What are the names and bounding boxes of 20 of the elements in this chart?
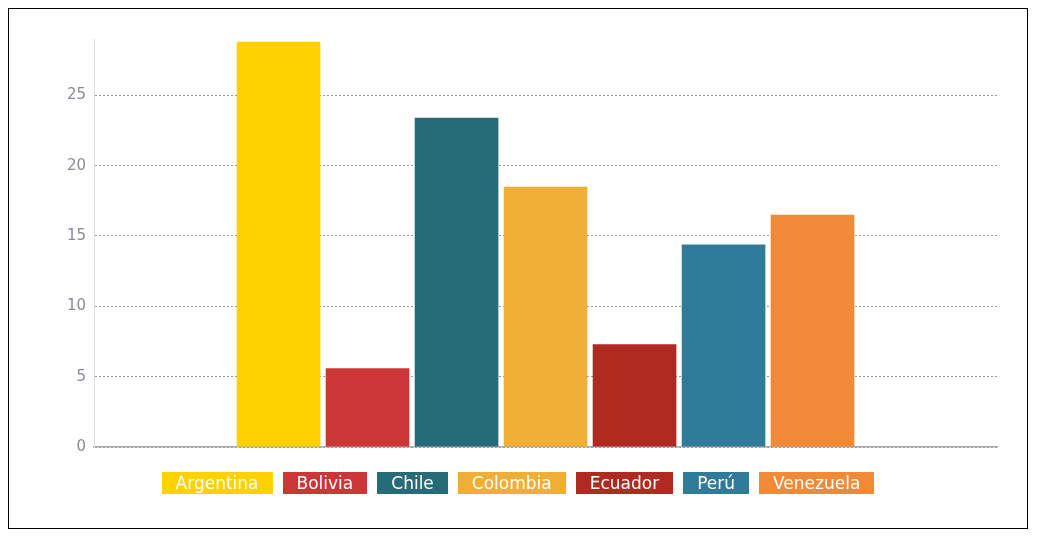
- legend-label: Chile: [391, 472, 448, 494]
- y-tick-label: 5: [76, 366, 87, 385]
- legend-label: Perú: [697, 472, 750, 494]
- bar: [414, 117, 499, 447]
- bar: [325, 368, 410, 447]
- y-tick-label: 15: [66, 225, 87, 244]
- y-tick-label: 0: [76, 436, 87, 455]
- bar: [503, 186, 588, 447]
- bar: [592, 344, 677, 447]
- bar: [681, 244, 766, 447]
- legend-label: Ecuador: [589, 472, 674, 494]
- legend-label: Bolivia: [296, 472, 368, 494]
- y-tick-label: 25: [66, 85, 87, 104]
- y-tick-label: 20: [66, 155, 87, 174]
- legend-label: Argentina: [175, 472, 273, 494]
- y-tick-label: 10: [66, 296, 87, 315]
- bar: [770, 214, 855, 447]
- legend-label: Colombia: [471, 472, 566, 494]
- bar: [236, 41, 321, 447]
- legend-label: Venezuela: [773, 472, 875, 494]
